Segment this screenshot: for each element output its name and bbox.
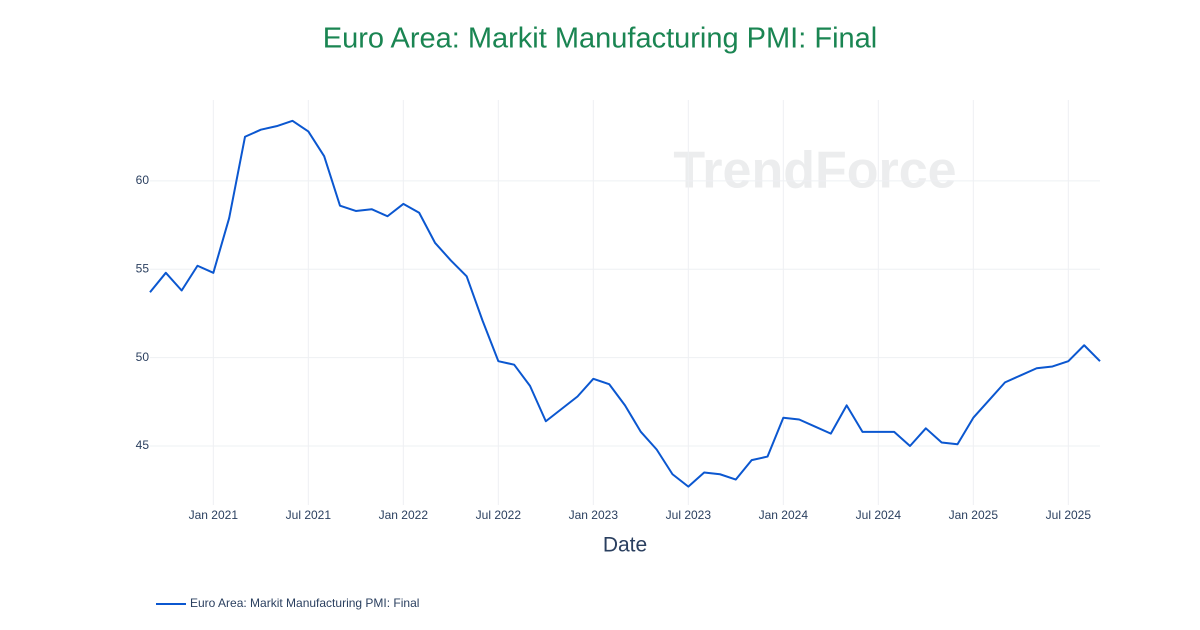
x-tick-label: Jan 2023 — [569, 508, 619, 522]
line — [149, 119, 1101, 488]
x-tick-label: Jan 2021 — [189, 508, 239, 522]
y-tick-label: 45 — [136, 438, 150, 452]
y-tick-label: 55 — [136, 261, 150, 275]
x-tick-label: Jan 2025 — [949, 508, 999, 522]
x-tick-label: Jul 2023 — [666, 508, 712, 522]
x-tick-label: Jan 2024 — [759, 508, 809, 522]
x-tick-label: Jul 2025 — [1046, 508, 1092, 522]
y-tick-label: 50 — [136, 350, 150, 364]
legend-label: Euro Area: Markit Manufacturing PMI: Fin… — [190, 596, 419, 610]
x-tick-label: Jan 2022 — [379, 508, 429, 522]
chart-title: Euro Area: Markit Manufacturing PMI: Fin… — [323, 23, 877, 55]
x-tick-label: Jul 2021 — [286, 508, 332, 522]
watermark: TrendForce — [673, 142, 956, 200]
grid — [150, 100, 1100, 505]
y-tick-label: 60 — [136, 173, 150, 187]
x-tick-label: Jul 2022 — [476, 508, 522, 522]
x-tick-label: Jul 2024 — [856, 508, 902, 522]
x-axis-title: Date — [603, 534, 647, 557]
